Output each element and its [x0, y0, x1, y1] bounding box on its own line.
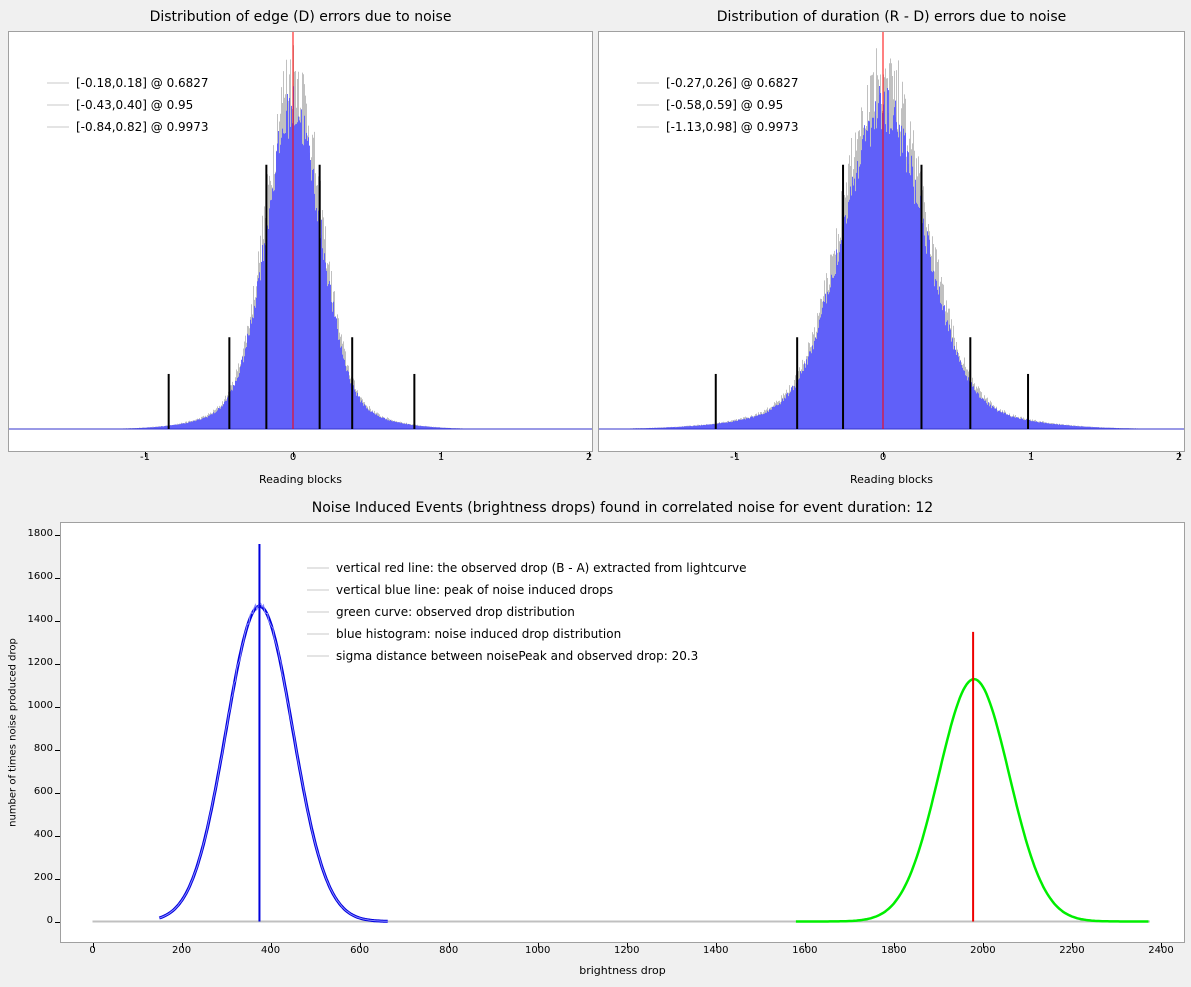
x-tick-mark [92, 943, 94, 948]
x-tick-mark [1160, 943, 1162, 948]
x-tick-label: 0 [879, 452, 887, 463]
y-tick-label: 400 [33, 828, 53, 840]
x-tick-label: 1 [437, 452, 445, 463]
chart2-x-axis-label: Reading blocks [849, 473, 934, 486]
x-tick-label: 2000 [970, 945, 996, 956]
legend-entry: [-0.84,0.82] @ 0.9973 [76, 120, 209, 134]
y-tick-label: 600 [33, 785, 53, 797]
x-tick-mark [1179, 452, 1180, 457]
y-tick-label: 200 [33, 871, 53, 883]
chart3-panel: vertical red line: the observed drop (B … [60, 522, 1185, 943]
y-tick-mark [55, 878, 60, 880]
y-tick-label: 1200 [27, 657, 53, 669]
chart2-panel: [-0.27,0.26] @ 0.6827 [-0.58,0.59] @ 0.95… [598, 31, 1185, 452]
chart2-plot: [-0.27,0.26] @ 0.6827 [-0.58,0.59] @ 0.95… [599, 32, 1184, 430]
y-tick-label: 1800 [27, 528, 53, 540]
x-tick-mark [1031, 452, 1032, 457]
x-tick-label: -1 [730, 452, 740, 463]
chart3-plot: vertical red line: the observed drop (B … [92, 543, 1150, 923]
y-tick-mark [55, 664, 60, 666]
legend-entry: [-0.18,0.18] @ 0.6827 [76, 76, 209, 90]
y-tick-mark [55, 835, 60, 837]
x-tick-mark [293, 452, 294, 457]
y-tick-label: 1600 [27, 571, 53, 583]
x-tick-label: 1 [1027, 452, 1035, 463]
x-tick-mark [359, 943, 361, 948]
x-tick-label: 1000 [524, 945, 551, 956]
y-tick-label: 800 [33, 742, 53, 754]
x-tick-label: 800 [439, 945, 459, 956]
legend-entry: [-0.27,0.26] @ 0.6827 [666, 76, 799, 90]
x-tick-mark [715, 943, 717, 948]
chart1-panel: [-0.18,0.18] @ 0.6827 [-0.43,0.40] @ 0.95… [8, 31, 593, 452]
legend-entry: vertical red line: the observed drop (B … [336, 561, 746, 575]
y-tick-label: 1000 [27, 700, 53, 711]
x-tick-mark [893, 943, 895, 948]
x-tick-mark [589, 452, 590, 457]
y-tick-mark [55, 921, 60, 923]
x-tick-label: 600 [350, 945, 370, 956]
x-tick-mark [441, 452, 442, 457]
x-tick-mark [145, 452, 146, 457]
x-tick-label: 0 [89, 945, 96, 956]
noise-histogram [159, 601, 388, 922]
x-tick-mark [448, 943, 450, 948]
chart1-x-axis-label: Reading blocks [258, 473, 343, 486]
chart1-title: Distribution of edge (D) errors due to n… [149, 9, 452, 25]
x-tick-label: 2 [1175, 452, 1183, 463]
y-tick-mark [55, 749, 60, 751]
x-tick-mark [1071, 943, 1073, 948]
legend-entry: green curve: observed drop distribution [336, 605, 575, 619]
y-tick-label: 0 [46, 914, 53, 926]
x-tick-label: 1600 [792, 945, 818, 956]
y-tick-mark [55, 578, 60, 580]
x-tick-mark [537, 943, 539, 948]
legend-entry: sigma distance between noisePeak and obs… [336, 649, 698, 663]
y-tick-label: 1400 [27, 614, 53, 626]
x-tick-label: 1800 [881, 945, 907, 956]
y-tick-mark [55, 535, 60, 537]
x-tick-label: 0 [289, 452, 297, 463]
chart1-plot: [-0.18,0.18] @ 0.6827 [-0.43,0.40] @ 0.95… [9, 32, 592, 430]
x-tick-label: 400 [261, 945, 281, 956]
legend-entry: blue histogram: noise induced drop distr… [336, 627, 621, 641]
y-tick-mark [55, 707, 60, 708]
chart3-x-axis-label: brightness drop [579, 964, 666, 977]
x-tick-mark [181, 943, 183, 948]
x-tick-mark [982, 943, 984, 948]
chart3-title: Noise Induced Events (brightness drops) … [311, 500, 934, 516]
legend-entry: [-1.13,0.98] @ 0.9973 [666, 120, 799, 134]
x-tick-label: 2 [585, 452, 593, 463]
legend-entry: vertical blue line: peak of noise induce… [336, 583, 613, 597]
x-tick-mark [735, 452, 736, 457]
x-tick-mark [804, 943, 806, 948]
y-tick-mark [55, 792, 60, 794]
x-tick-mark [270, 943, 272, 948]
x-tick-label: 2400 [1148, 945, 1174, 956]
legend-entry: [-0.43,0.40] @ 0.95 [76, 98, 193, 112]
chart2-title: Distribution of duration (R - D) errors … [716, 9, 1067, 25]
x-tick-label: 1200 [614, 945, 640, 956]
x-tick-mark [883, 452, 884, 457]
chart3-y-axis-label: number of times noise produced drop [7, 638, 19, 827]
x-tick-label: -1 [140, 452, 150, 463]
x-tick-label: 200 [171, 945, 192, 956]
x-tick-label: 2200 [1059, 945, 1085, 956]
x-tick-label: 1400 [703, 945, 729, 956]
legend-entry: [-0.58,0.59] @ 0.95 [666, 98, 783, 112]
y-tick-mark [55, 621, 60, 623]
x-tick-mark [626, 943, 628, 948]
